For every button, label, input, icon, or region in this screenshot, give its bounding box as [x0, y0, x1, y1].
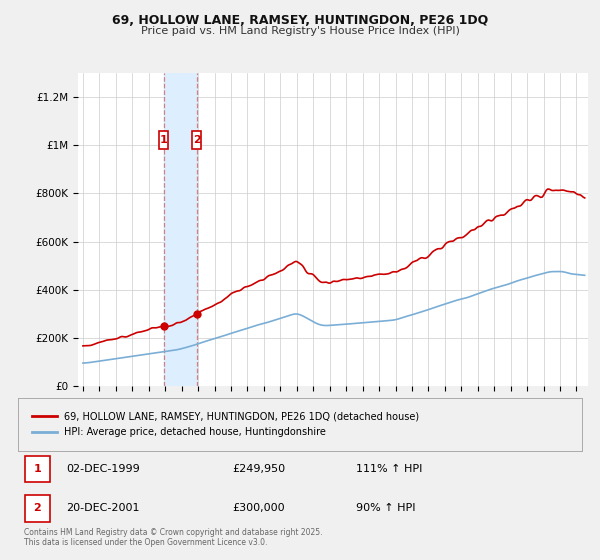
FancyBboxPatch shape	[192, 130, 202, 149]
Text: 1: 1	[160, 135, 167, 145]
Text: 90% ↑ HPI: 90% ↑ HPI	[356, 503, 416, 513]
Text: Contains HM Land Registry data © Crown copyright and database right 2025.
This d: Contains HM Land Registry data © Crown c…	[23, 528, 322, 547]
Text: 02-DEC-1999: 02-DEC-1999	[66, 464, 140, 474]
FancyBboxPatch shape	[25, 456, 50, 482]
FancyBboxPatch shape	[159, 130, 169, 149]
Text: 2: 2	[193, 135, 200, 145]
Text: £300,000: £300,000	[232, 503, 285, 513]
Text: 20-DEC-2001: 20-DEC-2001	[66, 503, 139, 513]
Bar	[164, 73, 197, 386]
Text: Price paid vs. HM Land Registry's House Price Index (HPI): Price paid vs. HM Land Registry's House …	[140, 26, 460, 36]
Text: 2: 2	[34, 503, 41, 513]
FancyBboxPatch shape	[25, 495, 50, 521]
Text: 69, HOLLOW LANE, RAMSEY, HUNTINGDON, PE26 1DQ: 69, HOLLOW LANE, RAMSEY, HUNTINGDON, PE2…	[112, 14, 488, 27]
Text: 1: 1	[34, 464, 41, 474]
Text: £249,950: £249,950	[232, 464, 286, 474]
Legend: 69, HOLLOW LANE, RAMSEY, HUNTINGDON, PE26 1DQ (detached house), HPI: Average pri: 69, HOLLOW LANE, RAMSEY, HUNTINGDON, PE2…	[29, 407, 424, 441]
Text: 111% ↑ HPI: 111% ↑ HPI	[356, 464, 423, 474]
